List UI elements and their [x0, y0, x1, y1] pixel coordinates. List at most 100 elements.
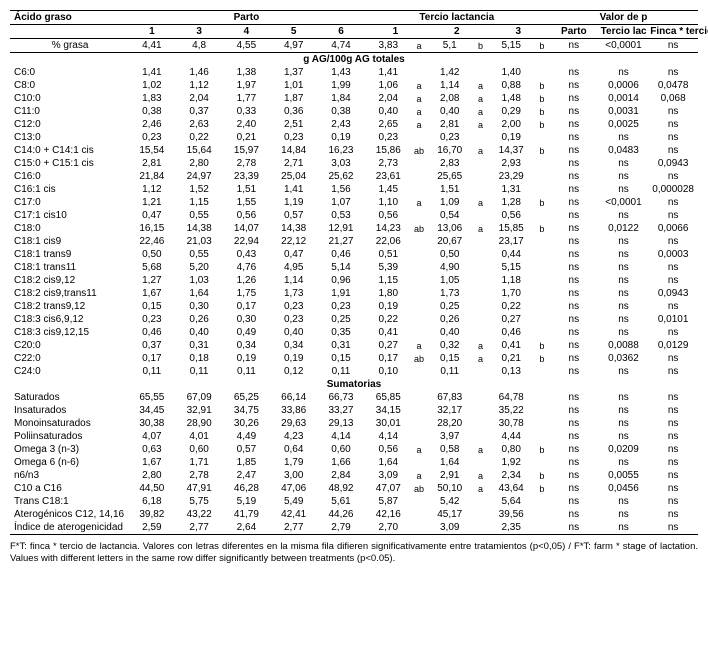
cell: 2,83	[426, 157, 473, 170]
row-label: C11:0	[10, 105, 128, 118]
cell: 32,91	[175, 404, 222, 417]
cell: 33,27	[317, 404, 364, 417]
cell: 0,0943	[648, 157, 698, 170]
sig-letter: a	[412, 39, 426, 53]
tercio-col: 3	[488, 25, 549, 39]
cell: 0,22	[175, 131, 222, 144]
cell: 2,40	[223, 118, 270, 131]
sig-letter	[473, 508, 487, 521]
cell: ns	[648, 404, 698, 417]
cell: 1,64	[426, 456, 473, 469]
cell: 1,70	[488, 287, 535, 300]
cell: ns	[599, 495, 649, 508]
cell: 66,73	[317, 391, 364, 404]
cell: ns	[599, 131, 649, 144]
cell: 0,21	[223, 131, 270, 144]
cell: ns	[549, 196, 599, 209]
cell: 0,15	[426, 352, 473, 365]
cell: 0,17	[223, 300, 270, 313]
cell: 30,38	[128, 417, 175, 430]
table-row: C15:0 + C15:1 cis2,812,802,782,713,032,7…	[10, 157, 698, 170]
cell: 16,70	[426, 144, 473, 157]
cell: 2,73	[365, 157, 412, 170]
row-label: C18:1 cis9	[10, 235, 128, 248]
sig-letter: a	[473, 79, 487, 92]
cell: 1,64	[175, 287, 222, 300]
cell: 1,92	[488, 456, 535, 469]
cell: ns	[599, 326, 649, 339]
cell: 1,85	[223, 456, 270, 469]
row-label: Insaturados	[10, 404, 128, 417]
row-label: Omega 3 (n-3)	[10, 443, 128, 456]
sig-letter: a	[412, 79, 426, 92]
cell: 0,32	[426, 339, 473, 352]
cell: 0,40	[426, 105, 473, 118]
cell: 34,45	[128, 404, 175, 417]
cell: 28,90	[175, 417, 222, 430]
cell: ns	[549, 482, 599, 495]
cell: 2,91	[426, 469, 473, 482]
cell: 0,34	[223, 339, 270, 352]
cell: 14,37	[488, 144, 535, 157]
sig-letter: ab	[412, 144, 426, 157]
cell: 22,06	[365, 235, 412, 248]
section-1: g AG/100g AG totales	[10, 53, 698, 67]
cell: 23,61	[365, 170, 412, 183]
parto-col: 6	[317, 25, 364, 39]
row-label: C8:0	[10, 79, 128, 92]
cell: 1,83	[128, 92, 175, 105]
sig-letter: b	[535, 469, 549, 482]
cell: 0,19	[488, 131, 535, 144]
cell: ns	[549, 404, 599, 417]
cell: 1,41	[365, 66, 412, 79]
cell: ns	[648, 261, 698, 274]
cell: 0,25	[317, 313, 364, 326]
cell: 0,0122	[599, 222, 649, 235]
cell: 0,34	[270, 339, 317, 352]
sig-letter	[535, 287, 549, 300]
table-row: C22:00,170,180,190,190,150,17ab0,15a0,21…	[10, 352, 698, 365]
cell: 1,52	[175, 183, 222, 196]
cell: 67,83	[426, 391, 473, 404]
row-label: C20:0	[10, 339, 128, 352]
cell: 14,84	[270, 144, 317, 157]
cell: 46,28	[223, 482, 270, 495]
sig-letter	[412, 300, 426, 313]
cell: ns	[549, 66, 599, 79]
cell: ns	[599, 235, 649, 248]
cell: ns	[648, 430, 698, 443]
cell: ns	[648, 352, 698, 365]
cell: 0,0943	[648, 287, 698, 300]
sig-letter: b	[535, 339, 549, 352]
row-label: C13:0	[10, 131, 128, 144]
p-col: Parto	[549, 25, 599, 39]
cell: 1,05	[426, 274, 473, 287]
cell: 0,22	[365, 313, 412, 326]
cell: 0,068	[648, 92, 698, 105]
sig-letter: b	[535, 105, 549, 118]
cell: 34,15	[365, 404, 412, 417]
cell: 0,21	[488, 352, 535, 365]
cell: 39,56	[488, 508, 535, 521]
cell: 0,50	[426, 248, 473, 261]
sig-letter	[535, 404, 549, 417]
cell: 1,71	[175, 456, 222, 469]
cell: ns	[648, 456, 698, 469]
cell: 0,33	[223, 105, 270, 118]
sig-letter: a	[473, 443, 487, 456]
cell: 0,0101	[648, 313, 698, 326]
row-label: C18:3 cis9,12,15	[10, 326, 128, 339]
cell: 1,18	[488, 274, 535, 287]
cell: ns	[549, 443, 599, 456]
sig-letter: b	[535, 144, 549, 157]
sig-letter	[412, 235, 426, 248]
cell: ns	[549, 495, 599, 508]
sig-letter	[473, 261, 487, 274]
sig-letter	[535, 495, 549, 508]
sig-letter: b	[535, 196, 549, 209]
table-row: C16:1 cis1,121,521,511,411,561,451,511,3…	[10, 183, 698, 196]
sig-letter	[535, 300, 549, 313]
cell: 0,46	[488, 326, 535, 339]
cell: ns	[648, 118, 698, 131]
cell: 25,62	[317, 170, 364, 183]
